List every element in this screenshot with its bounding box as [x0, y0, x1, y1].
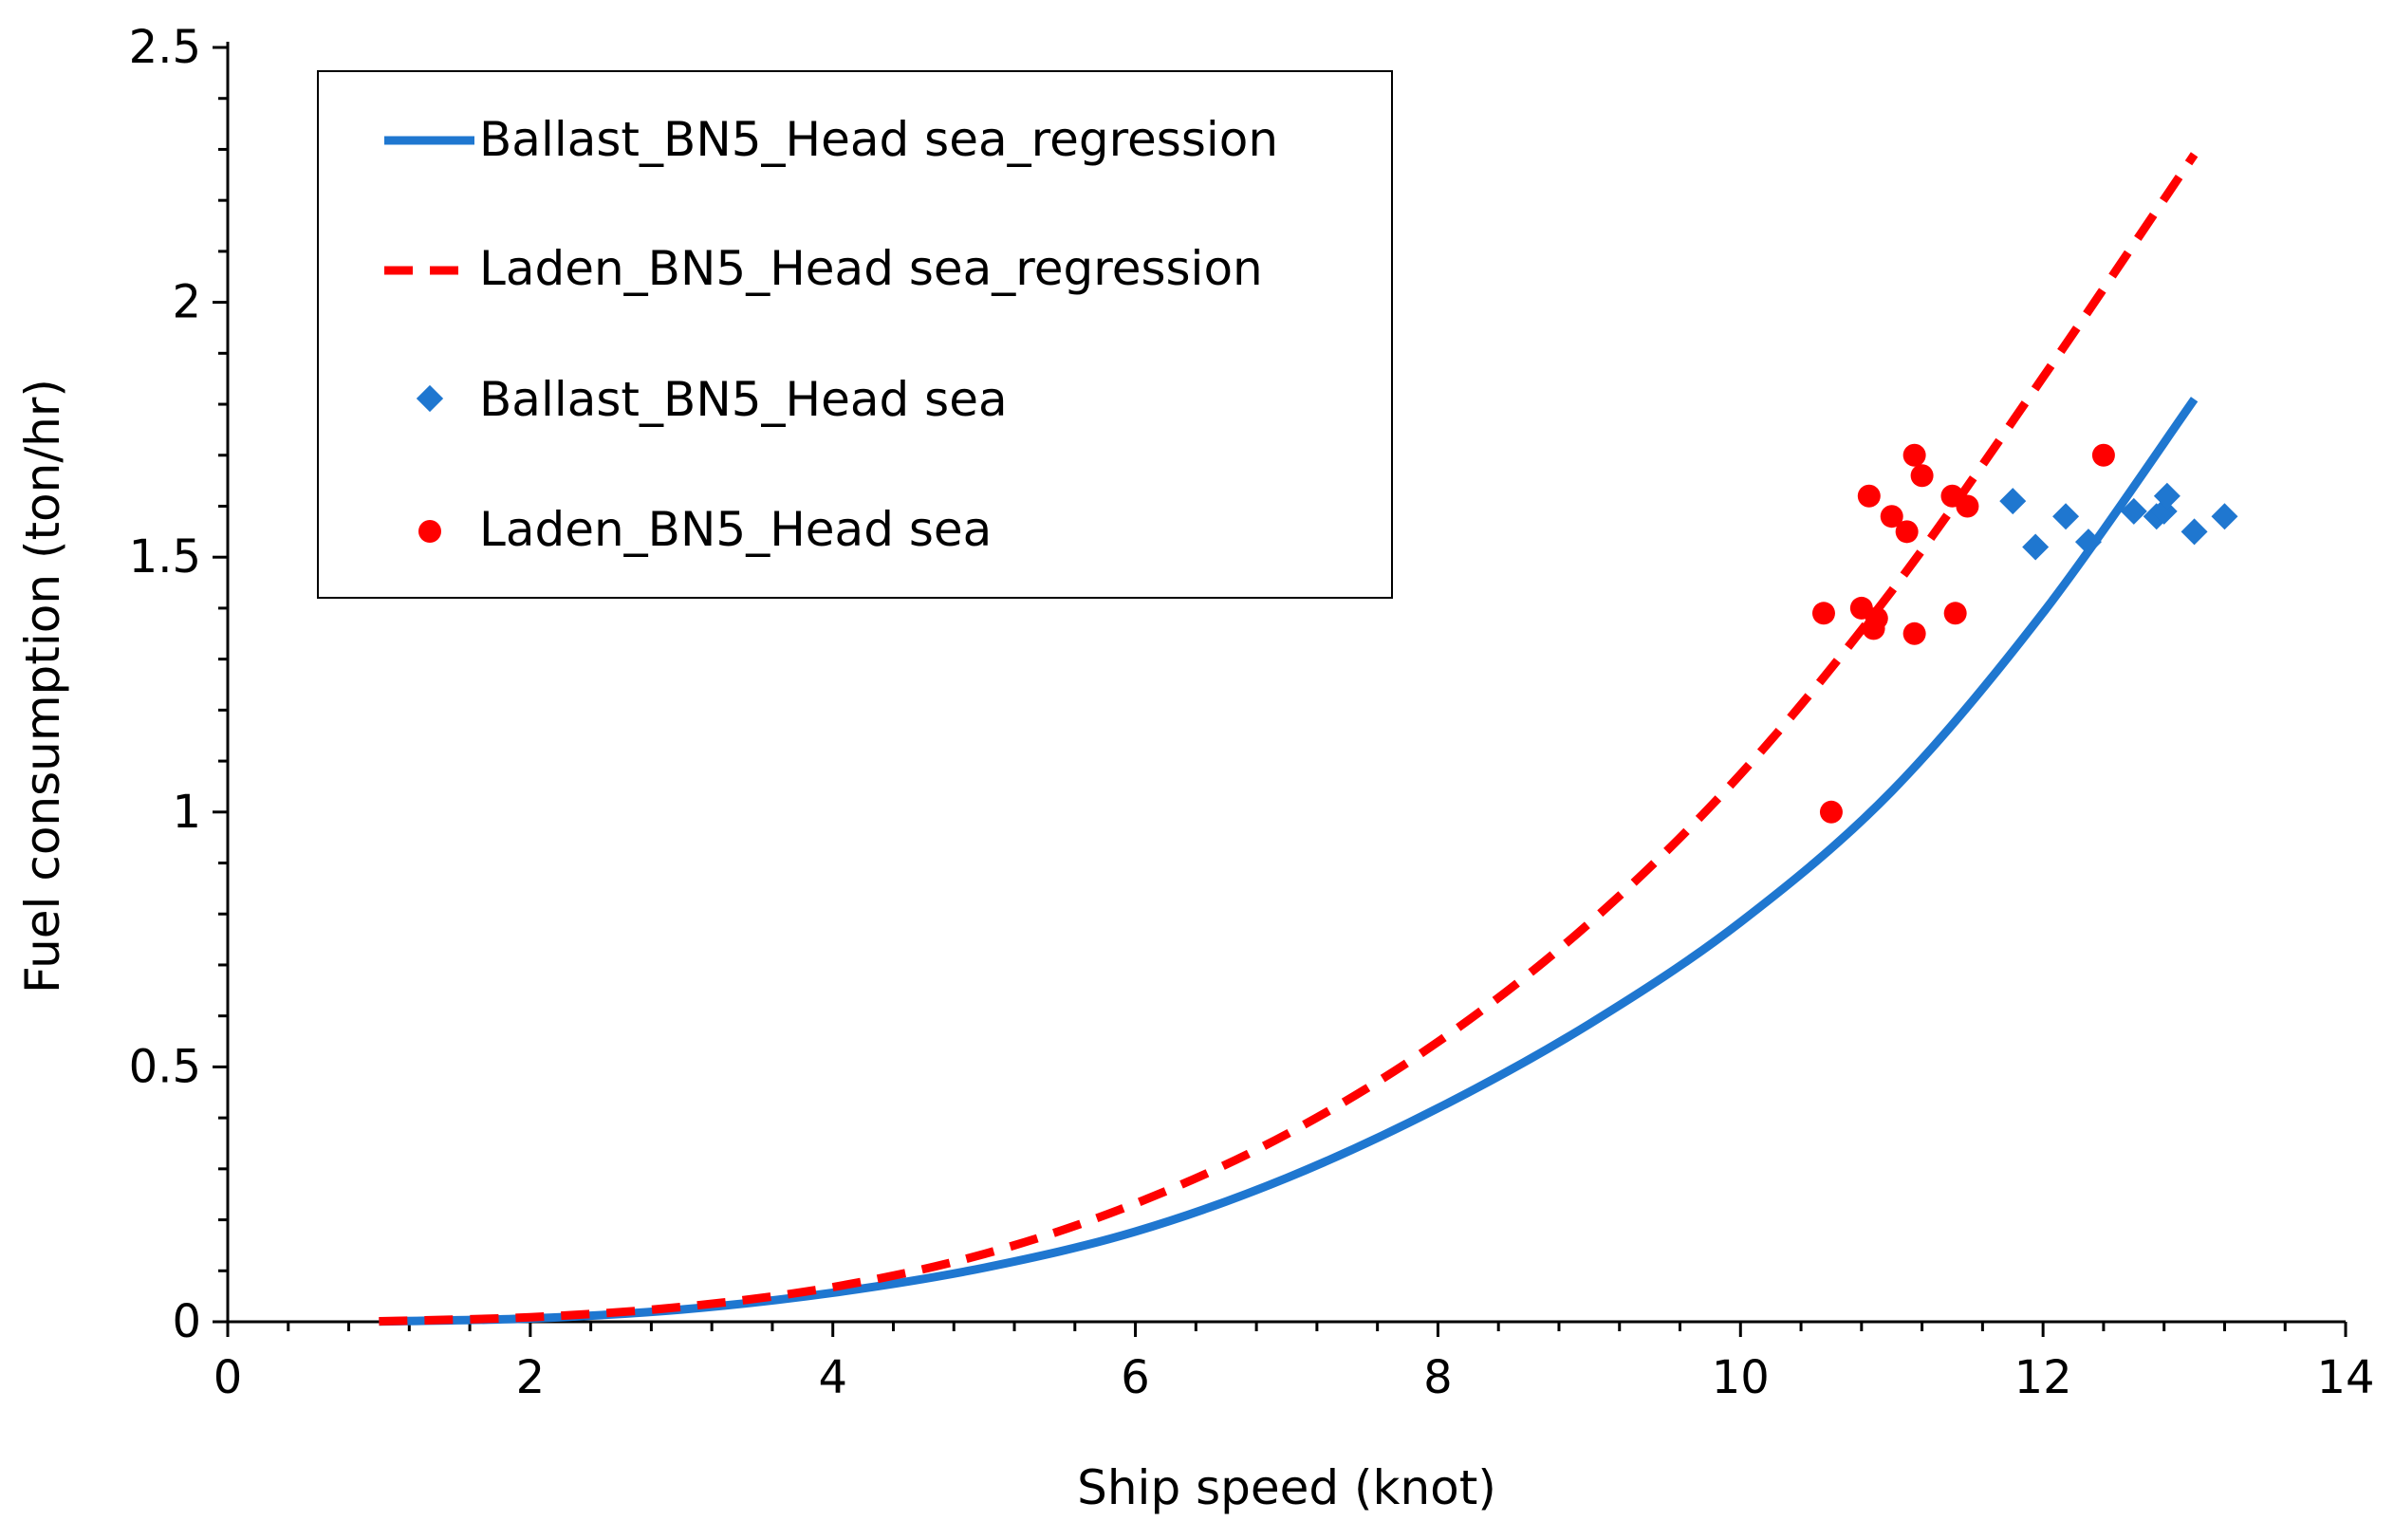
x-tick-label: 14	[2316, 1351, 2374, 1404]
data-point-circle	[1943, 602, 1967, 625]
y-tick-label: 2.5	[129, 21, 201, 74]
data-point-diamond	[2153, 482, 2181, 510]
legend-label-ballast-regression: Ballast_BN5_Head sea_regression	[479, 112, 1278, 167]
x-tick-label: 6	[1121, 1351, 1150, 1404]
data-point-circle	[2091, 443, 2115, 467]
y-tick-label: 0.5	[129, 1040, 201, 1093]
x-tick-label: 2	[516, 1351, 546, 1404]
legend-label-laden-regression: Laden_BN5_Head sea_regression	[479, 241, 1263, 296]
x-tick-label: 12	[2014, 1351, 2072, 1404]
data-point-circle	[1880, 505, 1903, 529]
data-point-circle	[1857, 484, 1881, 508]
data-point-diamond	[2120, 497, 2147, 525]
data-point-circle	[1902, 622, 1926, 645]
legend: Ballast_BN5_Head sea_regression Laden_BN…	[317, 70, 1393, 599]
data-point-diamond	[1999, 488, 2027, 515]
data-point-circle	[1895, 520, 1919, 544]
legend-swatch-ballast-points	[416, 384, 444, 413]
series-layer	[379, 152, 2238, 1327]
data-point-circle	[1910, 464, 1934, 488]
x-tick-label: 10	[1712, 1351, 1770, 1404]
y-tick-label: 1	[172, 786, 201, 839]
data-point-circle	[1956, 494, 1979, 518]
data-point-circle	[1902, 443, 1926, 467]
axes: 0 2 4 6 8 10 12 14 0 0.5 1 1.5 2 2.5	[129, 21, 2375, 1404]
data-point-circle	[1811, 602, 1835, 625]
legend-swatch-laden-points	[418, 520, 441, 543]
y-axis-title: Fuel consumption (ton/hr)	[15, 379, 70, 993]
y-tick-label: 1.5	[129, 530, 201, 584]
x-tick-label: 8	[1423, 1351, 1453, 1404]
data-point-circle	[1819, 800, 1843, 824]
legend-box	[317, 70, 1393, 599]
data-point-diamond	[2074, 529, 2102, 556]
data-point-circle	[1865, 606, 1888, 630]
y-tick-label: 2	[172, 276, 201, 329]
legend-label-ballast-points: Ballast_BN5_Head sea	[479, 372, 1008, 427]
y-tick-label: 0	[172, 1295, 201, 1348]
series-line-1	[379, 152, 2199, 1326]
x-axis-title: Ship speed (knot)	[1077, 1460, 1496, 1515]
data-point-diamond	[2211, 503, 2238, 530]
series-line-0	[379, 397, 2199, 1327]
legend-label-laden-points: Laden_BN5_Head sea	[479, 502, 992, 557]
data-point-diamond	[2181, 518, 2208, 546]
data-point-diamond	[2022, 533, 2050, 561]
x-tick-label: 4	[818, 1351, 847, 1404]
data-point-diamond	[2052, 503, 2080, 530]
x-tick-label: 0	[213, 1351, 243, 1404]
